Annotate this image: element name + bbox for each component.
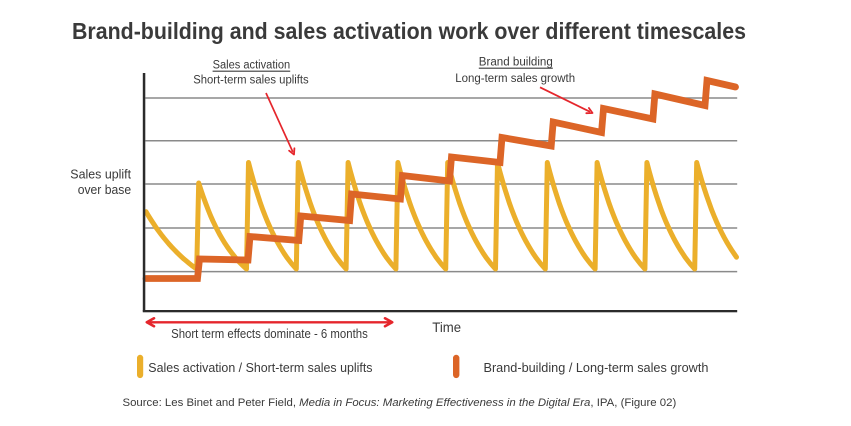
svg-text:Sales activation: Sales activation bbox=[213, 60, 291, 72]
svg-text:Brand building: Brand building bbox=[479, 57, 553, 69]
svg-text:Long-term sales growth: Long-term sales growth bbox=[455, 73, 575, 85]
svg-text:Source: Les Binet and Peter Fi: Source: Les Binet and Peter Field, Media… bbox=[123, 397, 677, 409]
svg-text:Sales activation / Short-term: Sales activation / Short-term sales upli… bbox=[148, 361, 372, 375]
svg-text:Short-term sales uplifts: Short-term sales uplifts bbox=[193, 74, 309, 86]
svg-text:over base: over base bbox=[78, 183, 131, 197]
svg-text:Short term effects dominate -: Short term effects dominate - 6 months bbox=[171, 327, 368, 341]
svg-text:Brand-building / Long-term sal: Brand-building / Long-term sales growth bbox=[484, 361, 709, 375]
svg-text:Brand-building and sales activ: Brand-building and sales activation work… bbox=[72, 18, 746, 44]
svg-text:Sales uplift: Sales uplift bbox=[70, 168, 131, 182]
svg-text:Time: Time bbox=[432, 319, 461, 335]
